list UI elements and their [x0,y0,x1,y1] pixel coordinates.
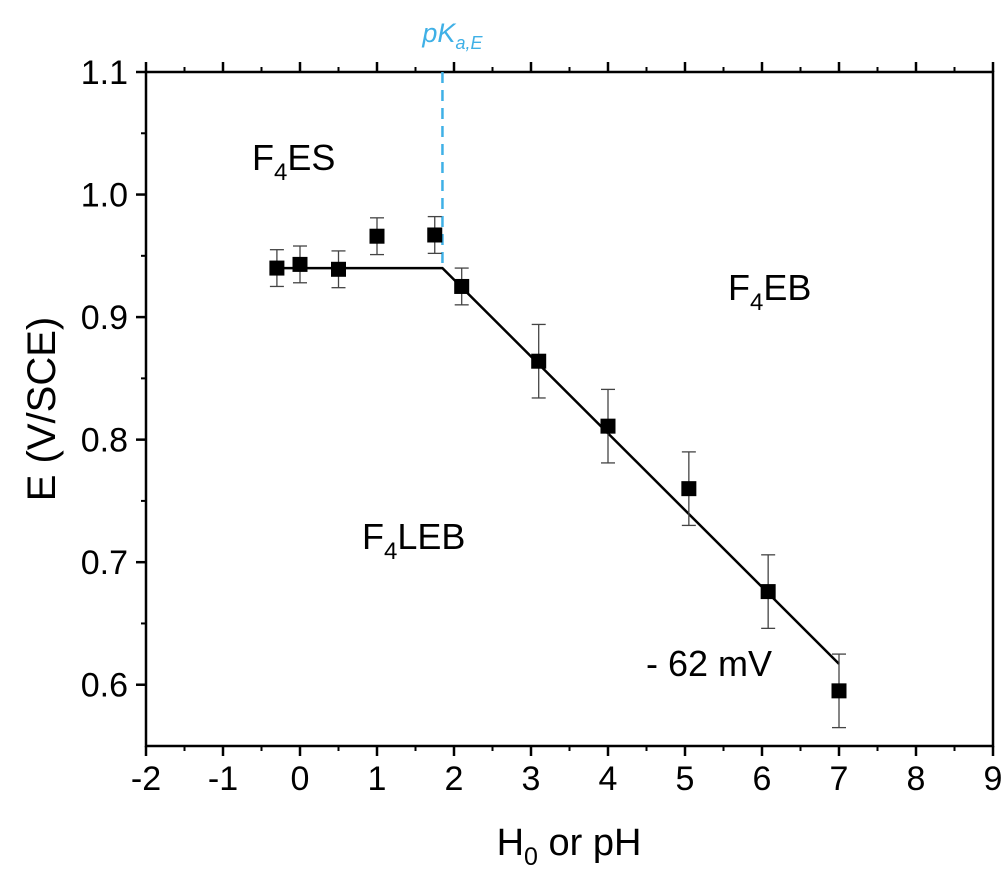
y-tick-label: 0.8 [81,422,128,460]
data-points [269,215,847,729]
x-axis-label: H0 or pH [497,822,642,871]
x-tick-label: 2 [445,760,464,798]
y-axis-ticks: 0.6 0.7 0.8 0.9 1.0 1.1 [81,54,146,705]
data-point [831,683,847,699]
data-point [531,353,547,369]
x-tick-label: 1 [368,760,387,798]
data-point [760,584,776,600]
x-tick-label: 3 [522,760,541,798]
region-label-es: F4ES [252,137,335,186]
x-tick-label: 4 [599,760,618,798]
y-tick-label: 1.0 [81,177,128,215]
pka-label: pKa,E [421,18,483,53]
region-label-leb: F4LEB [362,516,465,565]
data-point [269,260,285,276]
x-tick-label: 8 [907,760,926,798]
y-tick-label: 0.9 [81,299,128,337]
x-tick-label: 6 [753,760,772,798]
data-point [292,256,308,272]
x-tick-label: 9 [984,760,1003,798]
y-tick-label: 1.1 [81,54,128,92]
data-point [427,227,443,243]
x-tick-label: 7 [830,760,849,798]
pka-label-sub: a,E [455,33,483,53]
x-tick-label: 5 [676,760,695,798]
fit-line [276,266,840,665]
data-point [454,278,470,294]
data-point [600,418,616,434]
x-tick-label: -1 [208,760,238,798]
data-point [369,228,385,244]
pka-label-main: pK [421,18,456,48]
x-tick-label: 0 [291,760,310,798]
y-axis-label: E (V/SCE) [20,317,64,501]
x-axis-ticks: -2 -1 0 1 2 3 4 5 6 7 8 9 [131,62,1003,798]
region-label-eb: F4EB [728,267,811,316]
x-tick-label: -2 [131,760,161,798]
slope-annotation: - 62 mV [646,643,772,684]
y-tick-label: 0.6 [81,667,128,705]
y-tick-label: 0.7 [81,544,128,582]
data-point [331,261,346,277]
data-point [681,481,697,497]
